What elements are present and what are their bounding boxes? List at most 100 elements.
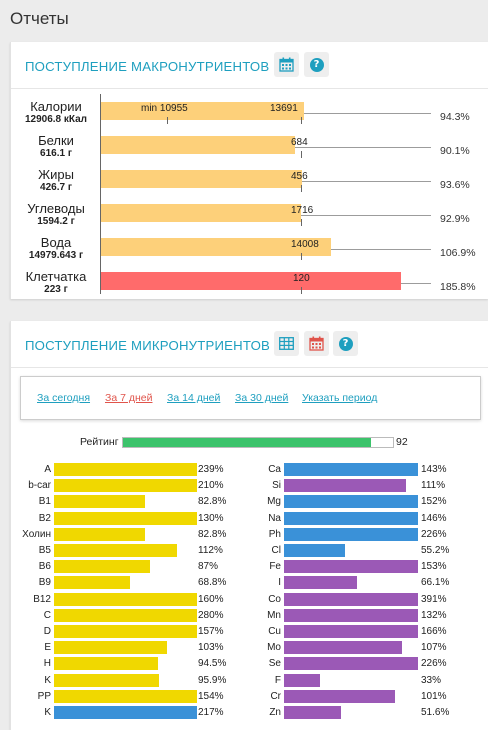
micro-label: B5 [38,545,51,556]
macro-row: Жиры 426.7 г 456 93.6% [11,165,488,199]
micro-bar [54,608,197,622]
period-30-days-link[interactable]: За 30 дней [235,392,289,404]
micro-percent: 68.8% [198,577,227,589]
micro-label: Mn [267,609,281,621]
period-custom-link[interactable]: Указать период [302,392,378,404]
macro-target-value: 14008 [291,239,319,250]
micro-bar [284,657,418,671]
micro-label: E [44,642,51,654]
macro-target-tick [301,219,302,226]
help-button[interactable]: ? [333,331,358,356]
micro-percent: 95.9% [198,674,227,686]
micro-label: Cu [268,626,281,637]
micro-percent: 280% [198,609,224,621]
micro-row-left: D 157% [11,624,241,640]
micro-label: PP [37,690,51,702]
micro-label: F [274,674,281,686]
macro-row: Углеводы 1594.2 г 1716 92.9% [11,199,488,233]
micro-percent: 82.8% [198,496,227,508]
micro-label: B9 [38,577,51,589]
micro-label: Na [268,512,281,524]
macro-target-tick [301,151,302,158]
macro-bar [101,272,401,290]
macro-row: Белки 616.1 г 684 90.1% [11,131,488,165]
micro-row-right: Mo 107% [247,640,477,656]
rating-label: Рейтинг [80,436,119,448]
macro-name: Калории [30,99,82,114]
micro-label: B12 [33,593,51,605]
micronutrients-header: ПОСТУПЛЕНИЕ МИКРОНУТРИЕНТОВ ? [11,321,488,368]
micro-row-right: Cu 166% [247,624,477,640]
micro-row-right: Zn 51.6% [247,705,477,721]
macro-axis-line [100,94,101,294]
micro-percent: 166% [421,626,447,637]
micro-label: Mo [267,642,281,654]
macro-amount: 1594.2 г [37,216,75,227]
micro-label: Si [272,480,281,492]
rating-value: 92 [396,436,408,448]
micro-percent: 82.8% [198,528,227,540]
micro-percent: 33% [421,674,442,686]
help-button[interactable]: ? [304,52,329,77]
micro-label: B2 [38,512,51,524]
macro-row: Вода 14979.643 г 14008 106.9% [11,233,488,267]
macro-min-tick [167,117,168,124]
micro-row-right: Ca 143% [247,462,477,478]
rating-bar [122,437,394,448]
micro-row-left: B2 130% [11,511,241,527]
micro-percent: 146% [421,512,447,524]
macronutrients-title: ПОСТУПЛЕНИЕ МАКРОНУТРИЕНТОВ [25,59,270,74]
micro-bar [54,657,158,671]
micro-bar [54,544,178,557]
micro-row-left: K 95.9% [11,673,241,689]
micro-bar [284,689,396,703]
micro-bar [284,706,341,719]
micro-label: K [44,674,51,686]
macro-name: Белки [38,133,74,148]
micro-row-left: Холин 82.8% [11,527,241,543]
macro-bar [101,204,301,222]
micro-bar [54,592,197,606]
micro-label: Zn [269,707,281,718]
macro-bar [101,102,304,120]
micro-label: D [43,626,51,637]
micro-label: Cr [270,690,281,702]
micro-percent: 217% [198,707,224,718]
macro-name: Клетчатка [25,269,87,284]
micro-percent: 226% [421,658,447,670]
micro-row-left: B9 68.8% [11,575,241,591]
micro-percent: 157% [198,626,224,637]
micro-label: K [44,707,51,718]
micro-percent: 112% [198,545,223,556]
micronutrients-title: ПОСТУПЛЕНИЕ МИКРОНУТРИЕНТОВ [25,338,271,353]
rating-bar-fill [123,438,372,447]
table-view-button[interactable] [274,331,299,356]
micro-percent: 107% [421,642,447,654]
micro-row-right: Ph 226% [247,527,477,543]
micro-bar [284,625,418,638]
macro-amount: 426.7 г [40,182,72,193]
calendar-button[interactable] [274,52,299,77]
macro-name: Углеводы [27,201,85,216]
macro-target-value: 1716 [291,205,314,216]
micro-label: A [44,464,51,475]
micro-percent: 55.2% [421,545,450,556]
micro-row-right: Co 391% [247,592,477,608]
period-7-days-link[interactable]: За 7 дней [105,392,153,404]
calendar-button[interactable] [304,331,329,356]
micro-row-left: A 239% [11,462,241,478]
micro-percent: 153% [421,561,447,573]
micro-bar [284,511,418,525]
micro-row-left: C 280% [11,608,241,624]
micronutrients-card: ПОСТУПЛЕНИЕ МИКРОНУТРИЕНТОВ ? За се [10,321,488,730]
period-today-link[interactable]: За сегодня [37,392,91,404]
macro-amount: 616.1 г [40,148,72,159]
period-14-days-link[interactable]: За 14 дней [167,392,221,404]
micro-percent: 210% [198,480,224,492]
micro-bar [54,511,197,525]
micro-percent: 51.6% [421,707,450,718]
micro-bar [54,576,130,590]
page-title: Отчеты [10,9,69,28]
micro-row-left: b-car 210% [11,478,241,494]
micro-bar [284,495,418,509]
